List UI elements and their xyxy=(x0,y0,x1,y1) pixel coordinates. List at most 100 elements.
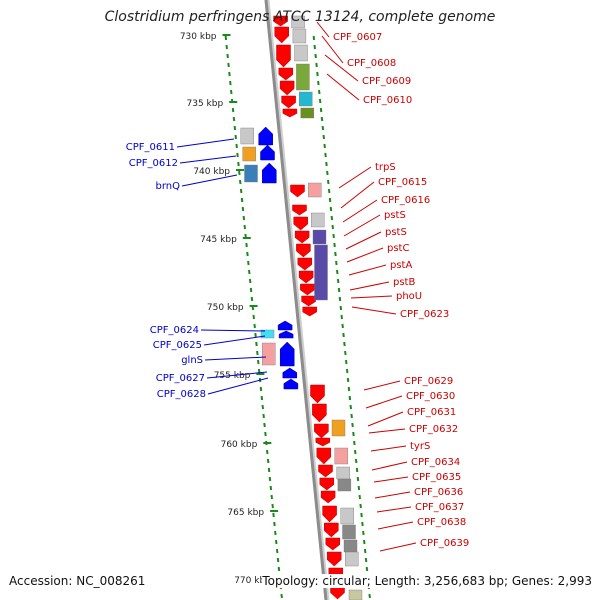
forward-leader-line xyxy=(349,281,390,291)
forward-leader-line xyxy=(338,166,372,189)
ruler-dot-left xyxy=(229,80,232,86)
reverse-leader-line xyxy=(181,174,238,187)
ruler-dot-left xyxy=(237,161,240,167)
forward-gene-arrow xyxy=(301,295,316,307)
forward-gene-arrow xyxy=(315,437,331,447)
forward-gene-arrow xyxy=(276,44,291,68)
reverse-gene-label: CPF_0611 xyxy=(126,142,175,153)
forward-gene-arrow xyxy=(324,522,339,538)
ruler-dot-right xyxy=(327,179,330,185)
kbp-label: 755 kbp xyxy=(214,371,251,381)
ruler-dot-right xyxy=(336,269,339,275)
ruler-dot-right xyxy=(327,188,331,194)
ruler-dot-left xyxy=(250,296,254,302)
forward-leader-line xyxy=(376,506,412,513)
reverse-gene-arrow xyxy=(279,341,295,367)
forward-gene-arrow xyxy=(302,306,317,317)
reverse-gene-label: brnQ xyxy=(156,181,181,192)
forward-gene-arrow xyxy=(298,270,314,284)
ruler-dot-left xyxy=(280,593,283,599)
ruler-dot-left xyxy=(247,260,250,266)
ruler-dot-left xyxy=(277,566,281,572)
forward-gene-arrow xyxy=(322,505,337,523)
genome-title: Clostridium perfringens ATCC 13124, comp… xyxy=(104,9,496,25)
ruler-dot-left xyxy=(260,395,264,401)
forward-leader-line xyxy=(321,35,344,64)
forward-gene-label: CPF_0610 xyxy=(363,95,412,106)
forward-gene-arrow xyxy=(278,67,294,81)
ruler-dot-left xyxy=(266,449,269,455)
ruler-dot-left xyxy=(225,44,228,50)
forward-gene-label: CPF_0636 xyxy=(414,487,463,498)
ruler-dot-right xyxy=(339,305,343,311)
ruler-dot-right xyxy=(362,530,365,536)
reverse-gene-arrow xyxy=(277,320,293,331)
ruler-dot-left xyxy=(266,458,270,464)
ruler-dot-left xyxy=(231,107,235,113)
gene-feature-block xyxy=(348,589,363,600)
reverse-gene-label: CPF_0628 xyxy=(157,389,206,400)
forward-leader-line xyxy=(350,295,393,299)
forward-gene-label: CPF_0615 xyxy=(378,177,427,188)
ruler-dot-left xyxy=(268,476,272,482)
forward-gene-arrow xyxy=(290,184,305,198)
reverse-gene-arrow xyxy=(262,162,277,184)
ruler-dot-left xyxy=(232,116,236,122)
ruler-dot-right xyxy=(337,287,341,293)
ruler-dot-right xyxy=(345,368,349,374)
reverse-gene-arrow xyxy=(258,126,273,146)
forward-leader-line xyxy=(365,395,403,409)
ruler-dot-right xyxy=(318,89,321,95)
ruler-dot-right xyxy=(322,134,325,140)
gene-feature-block xyxy=(312,229,327,245)
forward-gene-arrow xyxy=(320,490,336,504)
forward-gene-label: CPF_0638 xyxy=(417,517,466,528)
gene-feature-block xyxy=(294,44,308,62)
forward-gene-label: phoU xyxy=(396,291,422,302)
ruler-dot-right xyxy=(320,116,324,122)
ruler-dot-right xyxy=(318,98,322,104)
gene-feature-block xyxy=(342,524,356,540)
ruler-dot-right xyxy=(315,62,318,68)
ruler-dot-left xyxy=(248,278,252,284)
forward-gene-label: pstS xyxy=(384,210,406,221)
ruler-dot-left xyxy=(270,494,273,500)
ruler-dot-right xyxy=(345,359,348,365)
kbp-label: 765 kbp xyxy=(227,508,264,518)
ruler-dot-right xyxy=(352,431,355,437)
forward-gene-arrow xyxy=(282,108,298,118)
forward-gene-arrow xyxy=(319,477,335,491)
ruler-dot-right xyxy=(353,440,356,446)
ruler-dot-left xyxy=(257,359,260,365)
gene-feature-block xyxy=(296,63,310,91)
ruler-dot-right xyxy=(317,80,320,86)
ruler-dot-right xyxy=(330,215,334,221)
forward-gene-label: CPF_0631 xyxy=(407,407,456,418)
forward-leader-line xyxy=(340,181,375,209)
forward-gene-label: CPF_0616 xyxy=(381,195,430,206)
forward-gene-label: CPF_0608 xyxy=(347,58,396,69)
gene-feature-block xyxy=(299,91,313,107)
ruler-dot-right xyxy=(314,53,317,59)
forward-gene-label: CPF_0629 xyxy=(404,376,453,387)
ruler-dot-right xyxy=(336,278,340,284)
forward-leader-line xyxy=(324,54,359,82)
ruler-dot-right xyxy=(335,260,338,266)
kbp-label: 740 kbp xyxy=(193,167,230,177)
ruler-dot-left xyxy=(241,206,245,212)
forward-gene-arrow xyxy=(325,537,341,551)
forward-gene-arrow xyxy=(292,204,307,216)
ruler-dot-right xyxy=(342,332,345,338)
gene-feature-block xyxy=(314,244,328,301)
ruler-dot-right xyxy=(321,125,325,131)
ruler-dot-right xyxy=(340,314,343,320)
forward-gene-arrow xyxy=(316,447,332,465)
gene-feature-block xyxy=(262,342,276,366)
forward-gene-arrow xyxy=(297,257,313,271)
reverse-gene-arrow xyxy=(283,378,299,390)
ruler-dot-left xyxy=(233,125,237,131)
ruler-dot-left xyxy=(236,152,239,158)
forward-gene-label: pstA xyxy=(390,260,412,271)
ruler-dot-right xyxy=(313,44,316,50)
